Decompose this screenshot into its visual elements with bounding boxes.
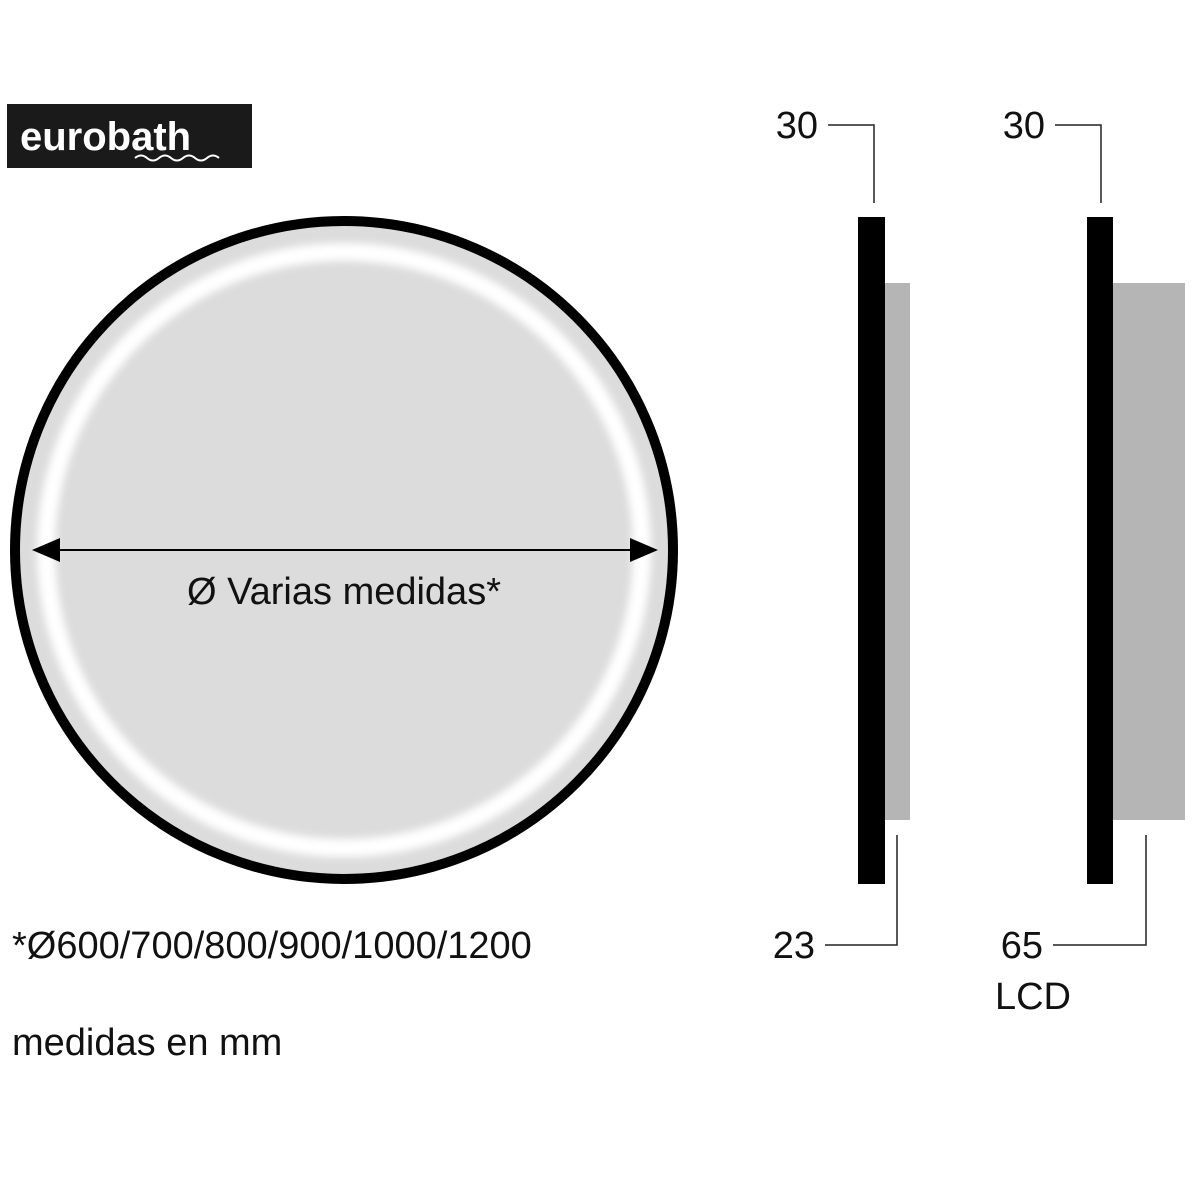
logo-text: eurobath — [20, 115, 191, 159]
top-dimension: 30 — [776, 105, 818, 147]
side-view-lcd: 30 65 LCD — [995, 105, 1185, 1018]
eurobath-logo: eurobath — [7, 104, 252, 168]
bottom-dimension: 65 — [1001, 925, 1043, 967]
bottom-dimension: 23 — [773, 925, 815, 967]
mirror-front-view: Ø Varias medidas* — [10, 216, 678, 884]
lcd-note: LCD — [995, 976, 1071, 1018]
side-view-standard: 30 23 — [773, 105, 910, 967]
diameter-label: Ø Varias medidas* — [187, 571, 501, 613]
top-dimension: 30 — [1003, 105, 1045, 147]
size-footnote: *Ø600/700/800/900/1000/1200 — [12, 925, 532, 967]
units-note: medidas en mm — [12, 1022, 282, 1064]
